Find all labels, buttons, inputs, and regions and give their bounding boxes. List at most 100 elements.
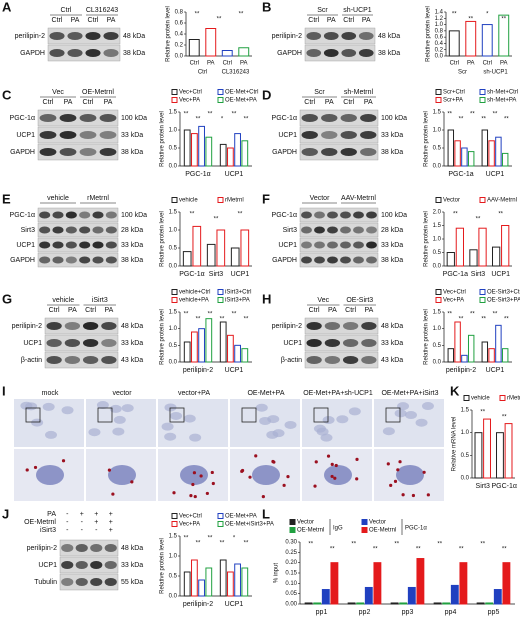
legend-label: Scr+Ctrl: [443, 90, 465, 96]
y-tick-label: 0.25: [285, 550, 297, 556]
blot-band: [340, 241, 351, 249]
legend-label: OE-Metrnl: [297, 528, 324, 534]
y-tick-label: 0.5: [169, 246, 178, 252]
y-axis-label: Relative protein level: [166, 6, 172, 62]
significance: **: [208, 112, 213, 118]
bar: [182, 251, 192, 267]
bar: [467, 151, 475, 167]
protein-label: UCP1: [23, 340, 42, 347]
protein-label: perilipin-2: [15, 33, 45, 40]
blot-strip: [304, 317, 379, 335]
blot-strip: [59, 539, 119, 557]
significance: **: [452, 12, 457, 18]
y-tick-label: 0.4: [435, 41, 444, 47]
kda-label: 38 kDa: [381, 257, 403, 264]
legend-label: Vector: [443, 198, 460, 204]
significance: **: [184, 112, 189, 118]
cell: [183, 414, 196, 423]
lipid-droplet: [248, 475, 252, 479]
lipid-droplet: [240, 469, 244, 473]
bar: [481, 129, 489, 167]
significance: **: [220, 317, 225, 323]
significance: **: [232, 112, 237, 118]
blot-band: [82, 322, 99, 330]
blot-band: [314, 241, 325, 249]
x-tick-label: UCP1: [231, 271, 250, 278]
protein-label: perilipin-2: [272, 323, 302, 330]
lipid-droplet: [401, 493, 405, 497]
x-tick-label: perilipin-2: [446, 367, 476, 374]
condition-sign: +: [109, 511, 113, 518]
x-tick-label: PGC-1a: [448, 171, 473, 178]
blot-strip: [304, 351, 379, 369]
lipid-droplet: [282, 483, 286, 487]
blot-band: [324, 356, 341, 364]
protein-label: GAPDH: [20, 50, 45, 57]
y-tick-label: 0.30: [285, 540, 297, 546]
x-tick-label: pp5: [488, 609, 500, 616]
significance: **: [470, 112, 475, 118]
bar: [364, 586, 373, 605]
condition-name: OE-Metrnl: [24, 519, 56, 526]
blot-band: [90, 578, 103, 586]
x-tick-label: PGC-1α: [185, 171, 210, 178]
x-tick-label: PGC-1α: [179, 271, 204, 278]
protein-label: UCP1: [16, 132, 35, 139]
y-axis-label: Relative protein level: [160, 309, 166, 365]
legend-label: rMetrnl: [225, 198, 244, 204]
blot-band: [67, 49, 83, 57]
significance: **: [416, 547, 421, 553]
lane-label: PA: [104, 99, 113, 106]
protein-label: Tubulin: [34, 579, 57, 586]
significance: **: [480, 542, 485, 548]
blot-band: [82, 356, 99, 364]
blot-band: [46, 339, 62, 347]
condition-sign: -: [95, 527, 98, 534]
blot-band: [301, 131, 318, 139]
bar: [495, 136, 502, 167]
y-tick-label: 0.0: [169, 594, 178, 600]
bar: [356, 602, 365, 605]
kda-label: 55 kDa: [121, 579, 143, 586]
bar: [373, 562, 382, 605]
y-tick-label: 0.6: [175, 21, 184, 27]
y-tick-label: 1.4: [435, 10, 444, 16]
protein-label: Sirt3: [283, 227, 298, 234]
y-tick-label: 0.5: [433, 146, 442, 152]
legend-label: Scr+PA: [443, 98, 463, 104]
bar: [191, 133, 198, 167]
kda-label: 33 kDa: [121, 562, 143, 569]
kda-label: 38 kDa: [123, 50, 145, 57]
y-tick-label: 0.0: [169, 264, 178, 270]
y-tick-label: 0.0: [435, 54, 444, 60]
y-tick-label: 0.15: [285, 571, 297, 577]
blot-strip: [299, 109, 379, 127]
blot-band: [327, 226, 338, 234]
significance: **: [232, 312, 237, 318]
significance: **: [481, 117, 486, 123]
blot-strip: [59, 573, 119, 591]
cell: [284, 420, 297, 429]
y-tick-label: 0.8: [435, 28, 444, 34]
cell: [112, 427, 125, 436]
bar: [474, 432, 483, 479]
blot-strip: [304, 44, 376, 62]
protein-label: UCP1: [38, 562, 57, 569]
y-tick-label: 0.0: [433, 360, 442, 366]
bar: [459, 562, 468, 605]
blot-band: [75, 544, 88, 552]
cell: [31, 418, 44, 427]
blot-header: Vector: [310, 195, 331, 202]
bar: [227, 571, 234, 597]
blot-band: [366, 211, 377, 219]
x-tick-label: PGC-1α: [492, 483, 517, 490]
protein-label: Sirt3: [21, 227, 36, 234]
y-tick-label: 1.5: [461, 408, 470, 414]
bar: [227, 147, 234, 167]
significance: **: [502, 547, 507, 553]
lane-label: Ctrl: [343, 17, 354, 24]
legend-label: OE-Sirt3+PA: [487, 298, 520, 304]
cell: [88, 428, 101, 437]
y-tick-label: 1.0: [169, 326, 178, 332]
